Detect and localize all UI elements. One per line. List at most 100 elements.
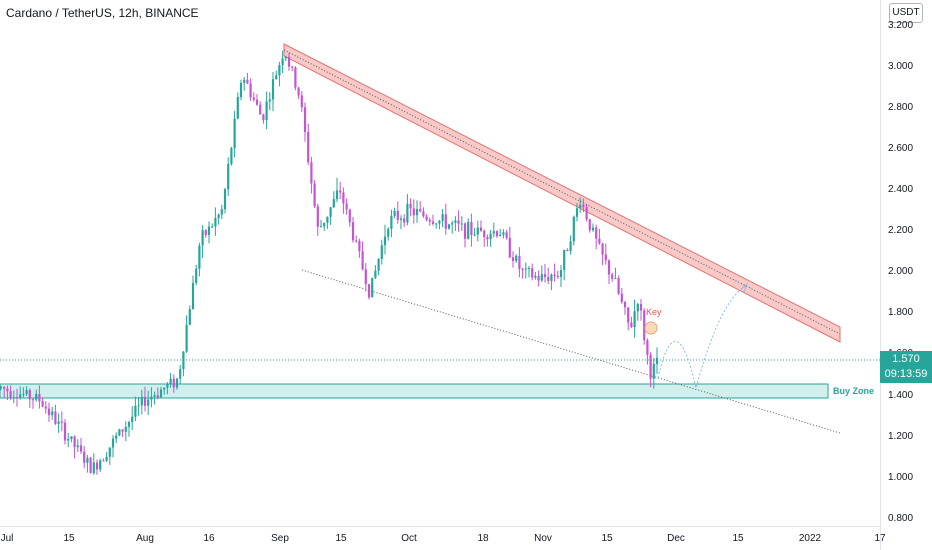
candle-body — [191, 282, 195, 310]
candle-body — [214, 217, 217, 227]
candle-body — [403, 218, 406, 223]
candle-body — [550, 274, 553, 281]
candle-body — [601, 243, 604, 255]
candle-body — [153, 395, 156, 397]
candle-body — [86, 457, 89, 463]
candle-body — [268, 99, 271, 102]
candle-body — [591, 227, 595, 231]
candle-body — [617, 278, 620, 294]
currency-button[interactable]: USDT — [889, 3, 923, 23]
price-axis-label: 2.600 — [888, 143, 914, 154]
candle-body — [483, 230, 486, 237]
candle-body — [307, 131, 310, 163]
candle-body — [246, 79, 249, 84]
current-price-value: 1.570 — [892, 353, 920, 365]
projection-path[interactable] — [657, 285, 747, 389]
candle-body — [425, 216, 428, 220]
candle-body — [323, 222, 326, 227]
candle-body — [611, 274, 614, 279]
candle-body — [521, 268, 524, 270]
candle-body — [588, 219, 591, 231]
candle-body — [127, 422, 131, 427]
price-axis-border — [880, 0, 881, 550]
candle-body — [156, 395, 159, 398]
price-axis-label: 1.000 — [888, 472, 914, 483]
candle-body — [262, 114, 265, 121]
candle-body — [361, 251, 364, 270]
candle-body — [415, 209, 419, 216]
candle-body — [99, 460, 102, 470]
candle-body — [316, 206, 319, 227]
candle-body — [527, 268, 531, 270]
candle-body — [217, 214, 220, 218]
candle-body — [451, 222, 454, 225]
candle-body — [377, 259, 380, 271]
candle-body — [457, 220, 460, 224]
candle-body — [175, 378, 179, 388]
candle-body — [614, 278, 617, 280]
support-trend-line[interactable] — [301, 269, 841, 434]
candle-body — [422, 211, 425, 217]
candle-body — [508, 237, 511, 258]
candle-body — [531, 268, 534, 278]
key-marker[interactable] — [644, 321, 658, 335]
candle-body — [515, 255, 518, 261]
candle-body — [566, 249, 569, 252]
candle-body — [547, 277, 550, 281]
candle-body — [111, 438, 115, 448]
candle-body — [374, 270, 377, 278]
candle-body — [35, 393, 38, 400]
candle-body — [233, 118, 236, 148]
resistance-channel[interactable] — [283, 43, 841, 343]
price-axis-label: 3.000 — [888, 61, 914, 72]
bar-countdown: 09:13:59 — [884, 368, 928, 380]
buy-zone-rect[interactable] — [0, 383, 829, 399]
candle-body — [15, 397, 19, 399]
candle-body — [412, 208, 415, 216]
candle-body — [220, 209, 223, 215]
candle-body — [649, 354, 652, 379]
current-price-tag: 1.570 09:13:59 — [880, 351, 932, 383]
candle-body — [147, 399, 150, 406]
candle-body — [364, 269, 367, 285]
price-axis-label: 1.400 — [888, 390, 914, 401]
candle-body — [332, 199, 335, 208]
candle-body — [582, 204, 585, 208]
candle-body — [182, 351, 185, 370]
candle-body — [438, 220, 441, 224]
candle-body — [239, 82, 243, 98]
buy-zone-label: Buy Zone — [833, 386, 875, 396]
price-axis-label: 1.800 — [888, 307, 914, 318]
candle-body — [313, 183, 316, 207]
candle-body — [463, 223, 467, 239]
candle-body — [204, 230, 207, 236]
candle-body — [476, 227, 479, 235]
candle-body — [387, 228, 390, 237]
candle-body — [102, 460, 105, 462]
candle-body — [441, 214, 444, 221]
candle-body — [627, 307, 630, 323]
candle-body — [310, 162, 313, 184]
candle-body — [511, 257, 515, 261]
time-axis-label: 16 — [203, 533, 215, 544]
candle-body — [579, 204, 582, 209]
time-axis-label: 15 — [732, 533, 744, 544]
candle-body — [524, 268, 527, 270]
candle-body — [9, 391, 12, 398]
candle-body — [47, 408, 51, 416]
candle-body — [243, 79, 246, 83]
candle-body — [383, 236, 387, 246]
candle-body — [556, 275, 559, 277]
candle-body — [486, 236, 489, 240]
candle-body — [607, 260, 611, 275]
time-axis-label: 15 — [601, 533, 613, 544]
candle-body — [124, 426, 127, 432]
candle-body — [51, 411, 54, 416]
candle-body — [655, 357, 659, 364]
candle-body — [319, 226, 323, 228]
candle-body — [495, 231, 499, 237]
candle-body — [489, 233, 492, 240]
candle-body — [572, 216, 575, 242]
candle-body — [159, 389, 163, 398]
